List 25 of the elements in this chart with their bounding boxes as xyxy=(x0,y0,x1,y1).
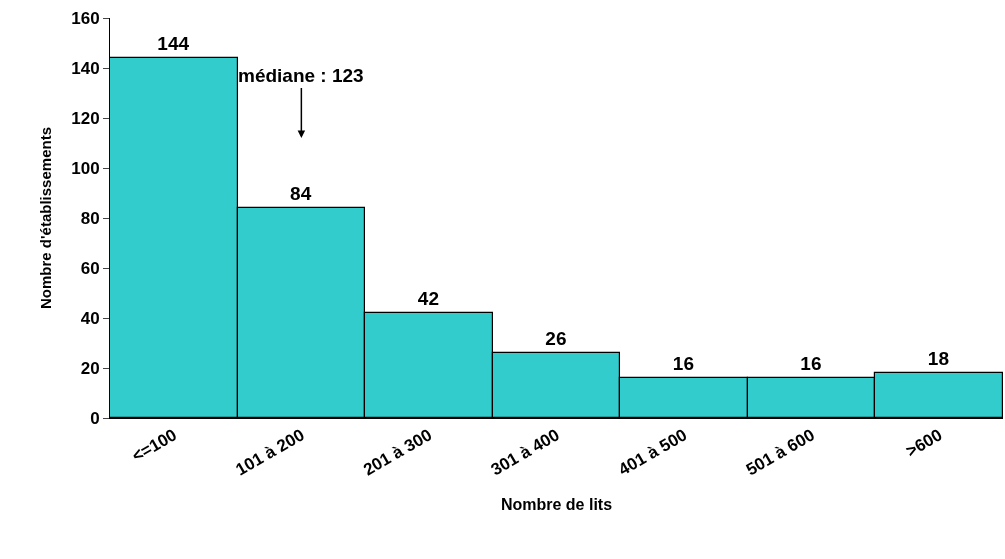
x-tick-label: 501 à 600 xyxy=(742,425,818,480)
data-label: 84 xyxy=(290,183,312,205)
data-label: 16 xyxy=(800,353,822,375)
y-tick-label: 80 xyxy=(80,208,100,228)
data-label: 16 xyxy=(672,353,694,375)
x-tick-label: 401 à 500 xyxy=(615,425,691,480)
data-label: 42 xyxy=(417,288,439,310)
y-tick-label: 160 xyxy=(71,8,100,28)
data-label: 18 xyxy=(927,348,949,370)
data-label: 144 xyxy=(157,33,190,55)
y-axis-title: Nombre d'établissements xyxy=(37,127,55,309)
x-tick-label: 301 à 400 xyxy=(487,425,563,480)
y-tick-label: 40 xyxy=(80,308,100,328)
y-tick-label: 120 xyxy=(71,108,100,128)
y-tick-label: 0 xyxy=(90,408,100,428)
data-label: 26 xyxy=(545,328,567,350)
y-tick-label: 60 xyxy=(80,258,100,278)
x-tick-label: 201 à 300 xyxy=(360,425,436,480)
x-tick-label: >600 xyxy=(902,425,946,461)
y-tick-label: 140 xyxy=(71,58,100,78)
annotation: médiane : 123 xyxy=(238,65,364,86)
y-tick-label: 100 xyxy=(71,158,100,178)
x-axis-title: Nombre de lits xyxy=(500,496,613,514)
y-tick-label: 20 xyxy=(80,358,100,378)
x-tick-label: 101 à 200 xyxy=(232,425,308,480)
